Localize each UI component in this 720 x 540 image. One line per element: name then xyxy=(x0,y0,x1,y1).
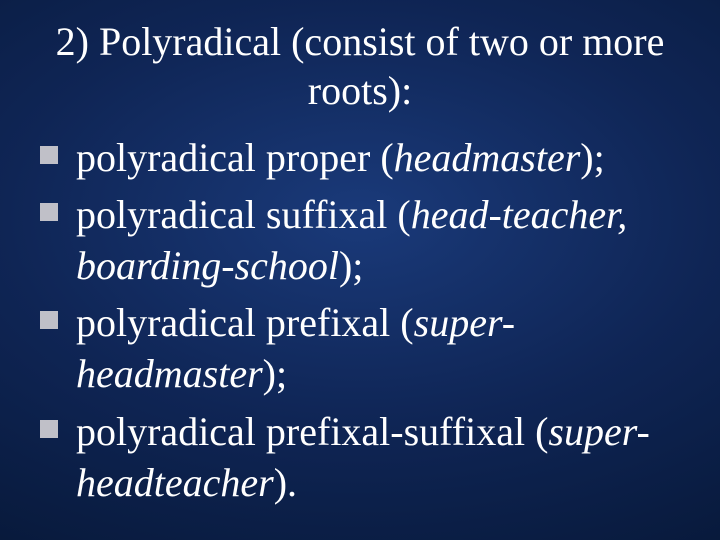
bullet-text-prefix: polyradical proper ( xyxy=(76,135,394,180)
bullet-text-suffix: ); xyxy=(580,135,604,180)
bullet-list: polyradical proper (headmaster); polyrad… xyxy=(36,132,684,508)
bullet-item: polyradical prefixal-suffixal (super-hea… xyxy=(36,406,684,508)
bullet-text-suffix: ); xyxy=(263,351,287,396)
bullet-text-prefix: polyradical prefixal-suffixal ( xyxy=(76,409,548,454)
bullet-item: polyradical suffixal (head-teacher, boar… xyxy=(36,189,684,291)
bullet-item: polyradical prefixal (super-headmaster); xyxy=(36,297,684,399)
bullet-text-prefix: polyradical prefixal ( xyxy=(76,300,414,345)
slide-title: 2) Polyradical (consist of two or more r… xyxy=(36,18,684,116)
bullet-item: polyradical proper (headmaster); xyxy=(36,132,684,183)
bullet-text-suffix: ). xyxy=(274,460,297,505)
bullet-text-suffix: ); xyxy=(339,243,363,288)
bullet-text-italic: headmaster xyxy=(394,135,581,180)
bullet-text-prefix: polyradical suffixal ( xyxy=(76,192,411,237)
slide: 2) Polyradical (consist of two or more r… xyxy=(0,0,720,540)
